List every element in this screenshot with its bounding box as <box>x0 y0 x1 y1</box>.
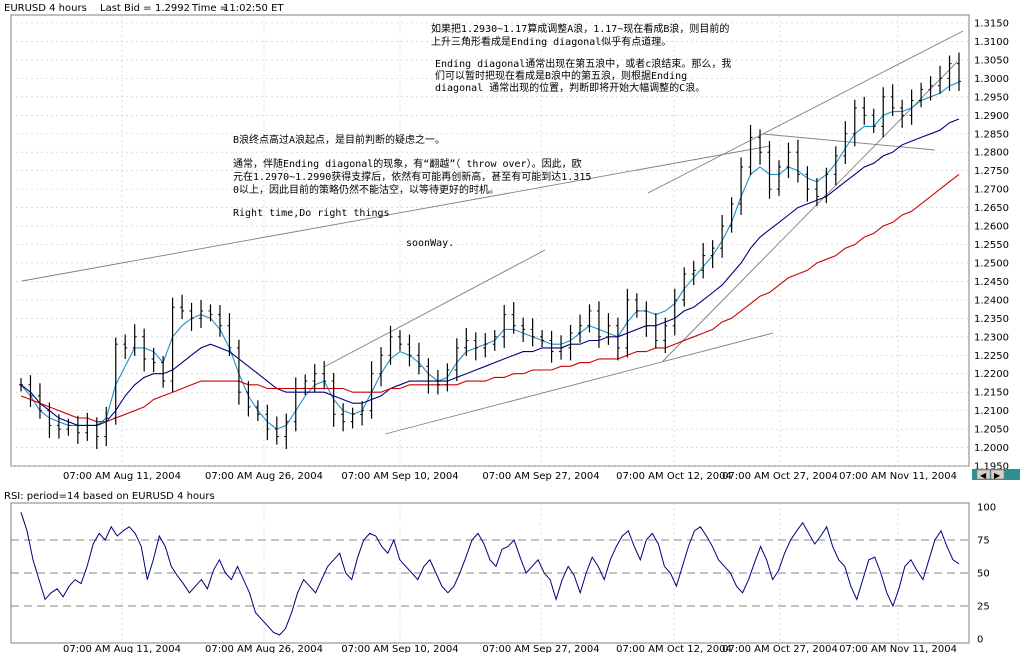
annotation-note4-line2: 元在1.2970~1.2990获得支撑后，依然有可能再创新高，甚至有可能到达1.… <box>233 170 591 183</box>
scroll-right-icon: ▶ <box>994 471 1001 480</box>
rsi-x-tick: 07:00 AM Oct 12, 2004 <box>616 644 732 653</box>
price-y-tick: 1.2950 <box>974 92 1009 103</box>
price-y-tick: 1.2450 <box>974 277 1009 288</box>
price-y-tick: 1.2100 <box>974 406 1009 417</box>
price-y-tick: 1.2850 <box>974 129 1009 140</box>
rsi-series-line <box>20 512 960 636</box>
price-y-tick: 1.2500 <box>974 258 1009 269</box>
price-y-tick: 1.2700 <box>974 185 1009 196</box>
price-y-tick: 1.2900 <box>974 111 1009 122</box>
rsi-y-tick: 50 <box>977 569 990 580</box>
price-x-tick: 07:00 AM Oct 27, 2004 <box>722 471 838 482</box>
trendline <box>662 61 958 362</box>
header-symbol: EURUSD 4 hours <box>4 3 87 14</box>
header-time-label: Time = <box>191 3 228 14</box>
annotation-note2-line1: Ending diagonal通常出现在第五浪中，或者c浪结束。那么，我 <box>435 57 731 70</box>
price-y-tick: 1.3050 <box>974 55 1009 66</box>
annotation-note2-line2: 们可以暂时把现在看成是B浪中的第五浪，则根据Ending <box>435 69 687 82</box>
price-y-tick: 1.2000 <box>974 443 1009 454</box>
ma-slow-line <box>20 173 960 423</box>
price-y-tick: 1.2650 <box>974 203 1009 214</box>
price-y-tick: 1.3000 <box>974 74 1009 85</box>
price-x-tick: 07:00 AM Sep 27, 2004 <box>482 471 599 482</box>
scroll-left-button[interactable] <box>976 469 991 480</box>
scroll-right-button[interactable] <box>990 469 1005 480</box>
price-panel <box>10 14 970 467</box>
price-bars <box>19 52 961 450</box>
price-y-tick: 1.2600 <box>974 222 1009 233</box>
scroll-left-icon: ◀ <box>980 471 987 480</box>
price-x-axis: 07:00 AM Aug 11, 2004 07:00 AM Aug 26, 20… <box>63 471 957 482</box>
annotation-note3: B浪终点高过A浪起点，是目前判断的疑虑之一。 <box>233 133 445 146</box>
price-y-tick: 1.2300 <box>974 332 1009 343</box>
annotation-note4: 通常，伴随Ending diagonal的现象，有“翻越”（ throw ove… <box>233 157 597 196</box>
rsi-y-tick: 100 <box>977 503 996 514</box>
moving-averages <box>20 81 960 430</box>
price-y-tick: 1.2150 <box>974 388 1009 399</box>
price-x-tick: 07:00 AM Nov 11, 2004 <box>839 471 957 482</box>
price-y-tick: 1.3150 <box>974 19 1009 30</box>
price-y-tick: 1.2750 <box>974 166 1009 177</box>
rsi-x-axis: 07:00 AM Aug 11, 2004 07:00 AM Aug 26, 20… <box>63 644 957 653</box>
price-x-tick: 07:00 AM Oct 12, 2004 <box>616 471 732 482</box>
header-time-value: 11:02:50 ET <box>223 3 284 14</box>
price-y-tick: 1.2250 <box>974 351 1009 362</box>
rsi-y-tick: 25 <box>977 602 990 613</box>
header-last-bid-label: Last Bid = <box>100 3 152 14</box>
price-y-tick: 1.2350 <box>974 314 1009 325</box>
rsi-y-tick: 75 <box>977 536 990 547</box>
annotation-signature: soonWay. <box>406 238 454 249</box>
trendline <box>21 145 771 282</box>
rsi-x-tick: 07:00 AM Aug 26, 2004 <box>205 644 323 653</box>
ma-fast-line <box>20 81 960 430</box>
price-y-tick: 1.2050 <box>974 425 1009 436</box>
price-y-tick: 1.2550 <box>974 240 1009 251</box>
trendline <box>323 249 546 368</box>
price-y-tick: 1.3100 <box>974 37 1009 48</box>
trendline <box>647 30 964 194</box>
annotation-note2-line3: diagonal 通常出现的位置，判断即将开始大幅调整的C浪。 <box>435 81 705 94</box>
price-x-tick: 07:00 AM Aug 26, 2004 <box>205 471 323 482</box>
annotation-note1-line2: 上升三角形看成是Ending diagonal似乎有点道理。 <box>431 35 671 48</box>
rsi-line <box>20 512 960 636</box>
price-y-tick: 1.2800 <box>974 148 1009 159</box>
rsi-y-tick: 0 <box>977 635 983 646</box>
price-x-tick: 07:00 AM Sep 10, 2004 <box>341 471 458 482</box>
price-grid <box>11 15 969 467</box>
rsi-x-tick: 07:00 AM Oct 27, 2004 <box>722 644 838 653</box>
price-x-tick: 07:00 AM Aug 11, 2004 <box>63 471 181 482</box>
rsi-header: RSI: period=14 based on EURUSD 4 hours <box>4 491 215 502</box>
rsi-x-tick: 07:00 AM Aug 11, 2004 <box>63 644 181 653</box>
rsi-x-tick: 07:00 AM Sep 27, 2004 <box>482 644 599 653</box>
rsi-x-tick: 07:00 AM Sep 10, 2004 <box>341 644 458 653</box>
header-last-bid-value: 1.2992 <box>155 3 190 14</box>
rsi-x-tick: 07:00 AM Nov 11, 2004 <box>839 644 957 653</box>
rsi-y-axis: 0 25 50 75 100 <box>977 503 996 646</box>
price-y-axis: 1.1950 1.2000 1.2050 1.2100 1.2150 1.2200 1.22… <box>974 19 1009 473</box>
annotation-note2: Ending diagonal通常出现在第五浪中，或者c浪结束。那么，我 们可以… <box>435 57 737 94</box>
annotation-note5: Right time,Do right things <box>233 208 390 219</box>
annotation-note4-line1: 通常，伴随Ending diagonal的现象，有“翻越”（ throw ove… <box>233 157 582 170</box>
rsi-grid <box>11 503 969 643</box>
price-y-tick: 1.1950 <box>974 462 1009 473</box>
annotation-note4-line3: 0以上，因此目前的策略仍然不能沽空，以等待更好的时机。 <box>233 183 499 196</box>
annotation-note1-line1: 如果把1.2930~1.17算成调整A浪，1.17~现在看成B浪，则目前的 <box>431 22 729 35</box>
annotation-note1: 如果把1.2930~1.17算成调整A浪，1.17~现在看成B浪，则目前的 上升… <box>431 22 735 48</box>
trendline <box>384 332 774 435</box>
price-y-tick: 1.2200 <box>974 369 1009 380</box>
price-y-tick: 1.2400 <box>974 295 1009 306</box>
ma-mid-line <box>20 118 960 426</box>
